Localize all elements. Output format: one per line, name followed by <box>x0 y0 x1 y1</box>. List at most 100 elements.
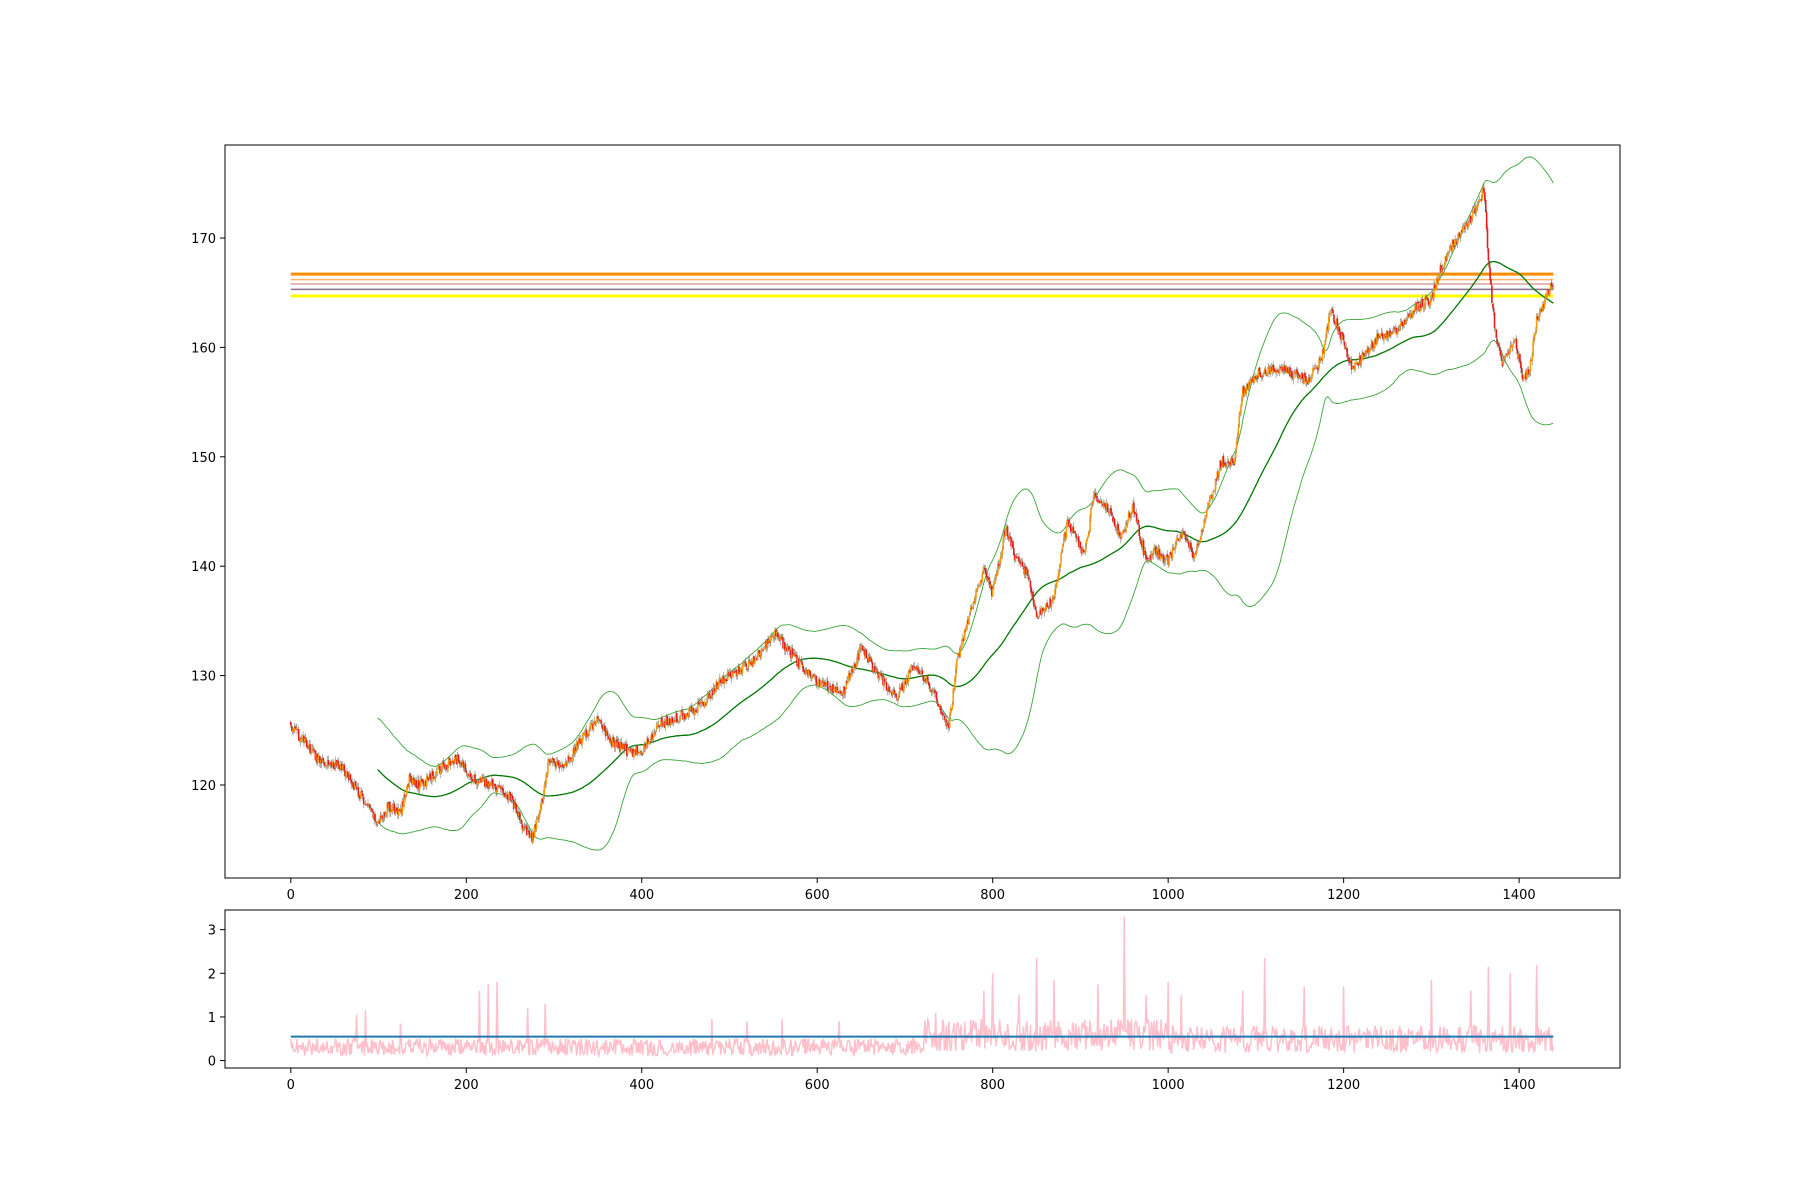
candle-body <box>1521 374 1524 380</box>
candle-body <box>418 780 420 789</box>
candle-body <box>792 653 795 656</box>
candle-body <box>1453 245 1455 247</box>
candle-body <box>458 760 461 764</box>
candle-body <box>1383 334 1385 341</box>
candle-body <box>1238 415 1241 428</box>
candle-body <box>709 695 711 699</box>
candle-body <box>640 751 642 753</box>
candle-body <box>448 757 451 760</box>
candle-body <box>769 641 771 643</box>
candle-body <box>1184 533 1186 535</box>
candle-body <box>1046 602 1048 607</box>
candle-body <box>868 656 870 662</box>
candle-body <box>1229 462 1232 466</box>
candle-body <box>1105 506 1107 510</box>
candle-body <box>591 723 594 730</box>
candle-body <box>1469 217 1471 221</box>
candle-body <box>1101 502 1104 504</box>
candle-body <box>1354 362 1356 370</box>
candle-body <box>483 779 486 787</box>
candle-body <box>733 671 736 673</box>
candle-body <box>299 738 302 743</box>
candle-body <box>653 731 655 737</box>
candle-body <box>1455 239 1457 241</box>
candle-body <box>1433 284 1435 299</box>
candle-body <box>1270 367 1272 374</box>
candle-body <box>528 830 531 838</box>
candle-body <box>525 826 527 828</box>
candle-body <box>738 666 740 675</box>
candle-body <box>1213 490 1216 492</box>
candle-body <box>1273 368 1276 372</box>
candle-body <box>420 779 423 780</box>
candle-body <box>449 760 452 766</box>
candle-body <box>807 669 810 676</box>
candle-body <box>899 688 902 689</box>
candle-body <box>1067 519 1069 521</box>
candle-body <box>1207 502 1210 507</box>
candle-body <box>1371 341 1374 349</box>
candle-body <box>733 671 735 674</box>
candle-body <box>1462 227 1464 233</box>
candle-body <box>1451 240 1454 251</box>
candle-body <box>1093 493 1096 497</box>
candle-body <box>1377 335 1380 338</box>
candle-body <box>426 777 429 779</box>
candle-body <box>1384 336 1387 338</box>
candle-body <box>1260 376 1262 378</box>
candle-body <box>1495 329 1498 338</box>
candle-body <box>787 646 790 648</box>
candle-body <box>400 809 403 814</box>
candle-body <box>1348 357 1350 362</box>
candle-body <box>747 667 749 670</box>
candle-body <box>883 678 886 683</box>
candle-body <box>1390 333 1392 336</box>
candle-body <box>482 777 484 779</box>
candle-body <box>1509 345 1512 353</box>
candle-body <box>870 658 873 663</box>
candle-body <box>1338 326 1341 335</box>
candle-body <box>630 748 633 753</box>
candle-body <box>1298 375 1300 378</box>
candle-body <box>664 722 667 727</box>
candle-body <box>426 776 428 787</box>
candle-body <box>778 637 781 642</box>
candle-body <box>1434 288 1437 290</box>
candle-body <box>751 661 754 667</box>
candle-body <box>1127 520 1129 524</box>
candle-body <box>754 659 756 664</box>
candle-body <box>828 687 831 689</box>
candle-body <box>1445 256 1448 261</box>
candle-body <box>1161 554 1163 558</box>
candle-body <box>1118 530 1120 536</box>
candle-body <box>580 739 582 745</box>
candle-body <box>984 568 987 574</box>
candle-body <box>1019 563 1022 565</box>
candle-body <box>1454 238 1456 247</box>
candle-body <box>782 637 784 649</box>
candle-body <box>669 723 672 726</box>
candle-body <box>761 648 763 652</box>
candle-body <box>928 683 931 689</box>
candle-body <box>1177 539 1180 541</box>
candle-body <box>1169 552 1171 557</box>
candle-body <box>790 649 793 660</box>
candle-body <box>864 650 867 657</box>
candle-body <box>819 679 821 686</box>
candle-body <box>582 733 584 740</box>
candle-body <box>892 688 895 691</box>
candle-body <box>897 698 899 701</box>
candle-body <box>992 583 995 590</box>
candle-body <box>1282 367 1284 372</box>
candle-body <box>1134 511 1136 515</box>
candle-body <box>558 763 561 769</box>
candle-body <box>520 819 523 824</box>
candle-body <box>466 773 468 775</box>
candle-body <box>1474 207 1477 214</box>
candle-body <box>1543 300 1546 309</box>
candle-body <box>997 564 999 574</box>
candle-body <box>350 779 353 785</box>
candle-body <box>690 707 692 709</box>
candle-body <box>526 829 529 835</box>
candle-body <box>1123 530 1126 532</box>
